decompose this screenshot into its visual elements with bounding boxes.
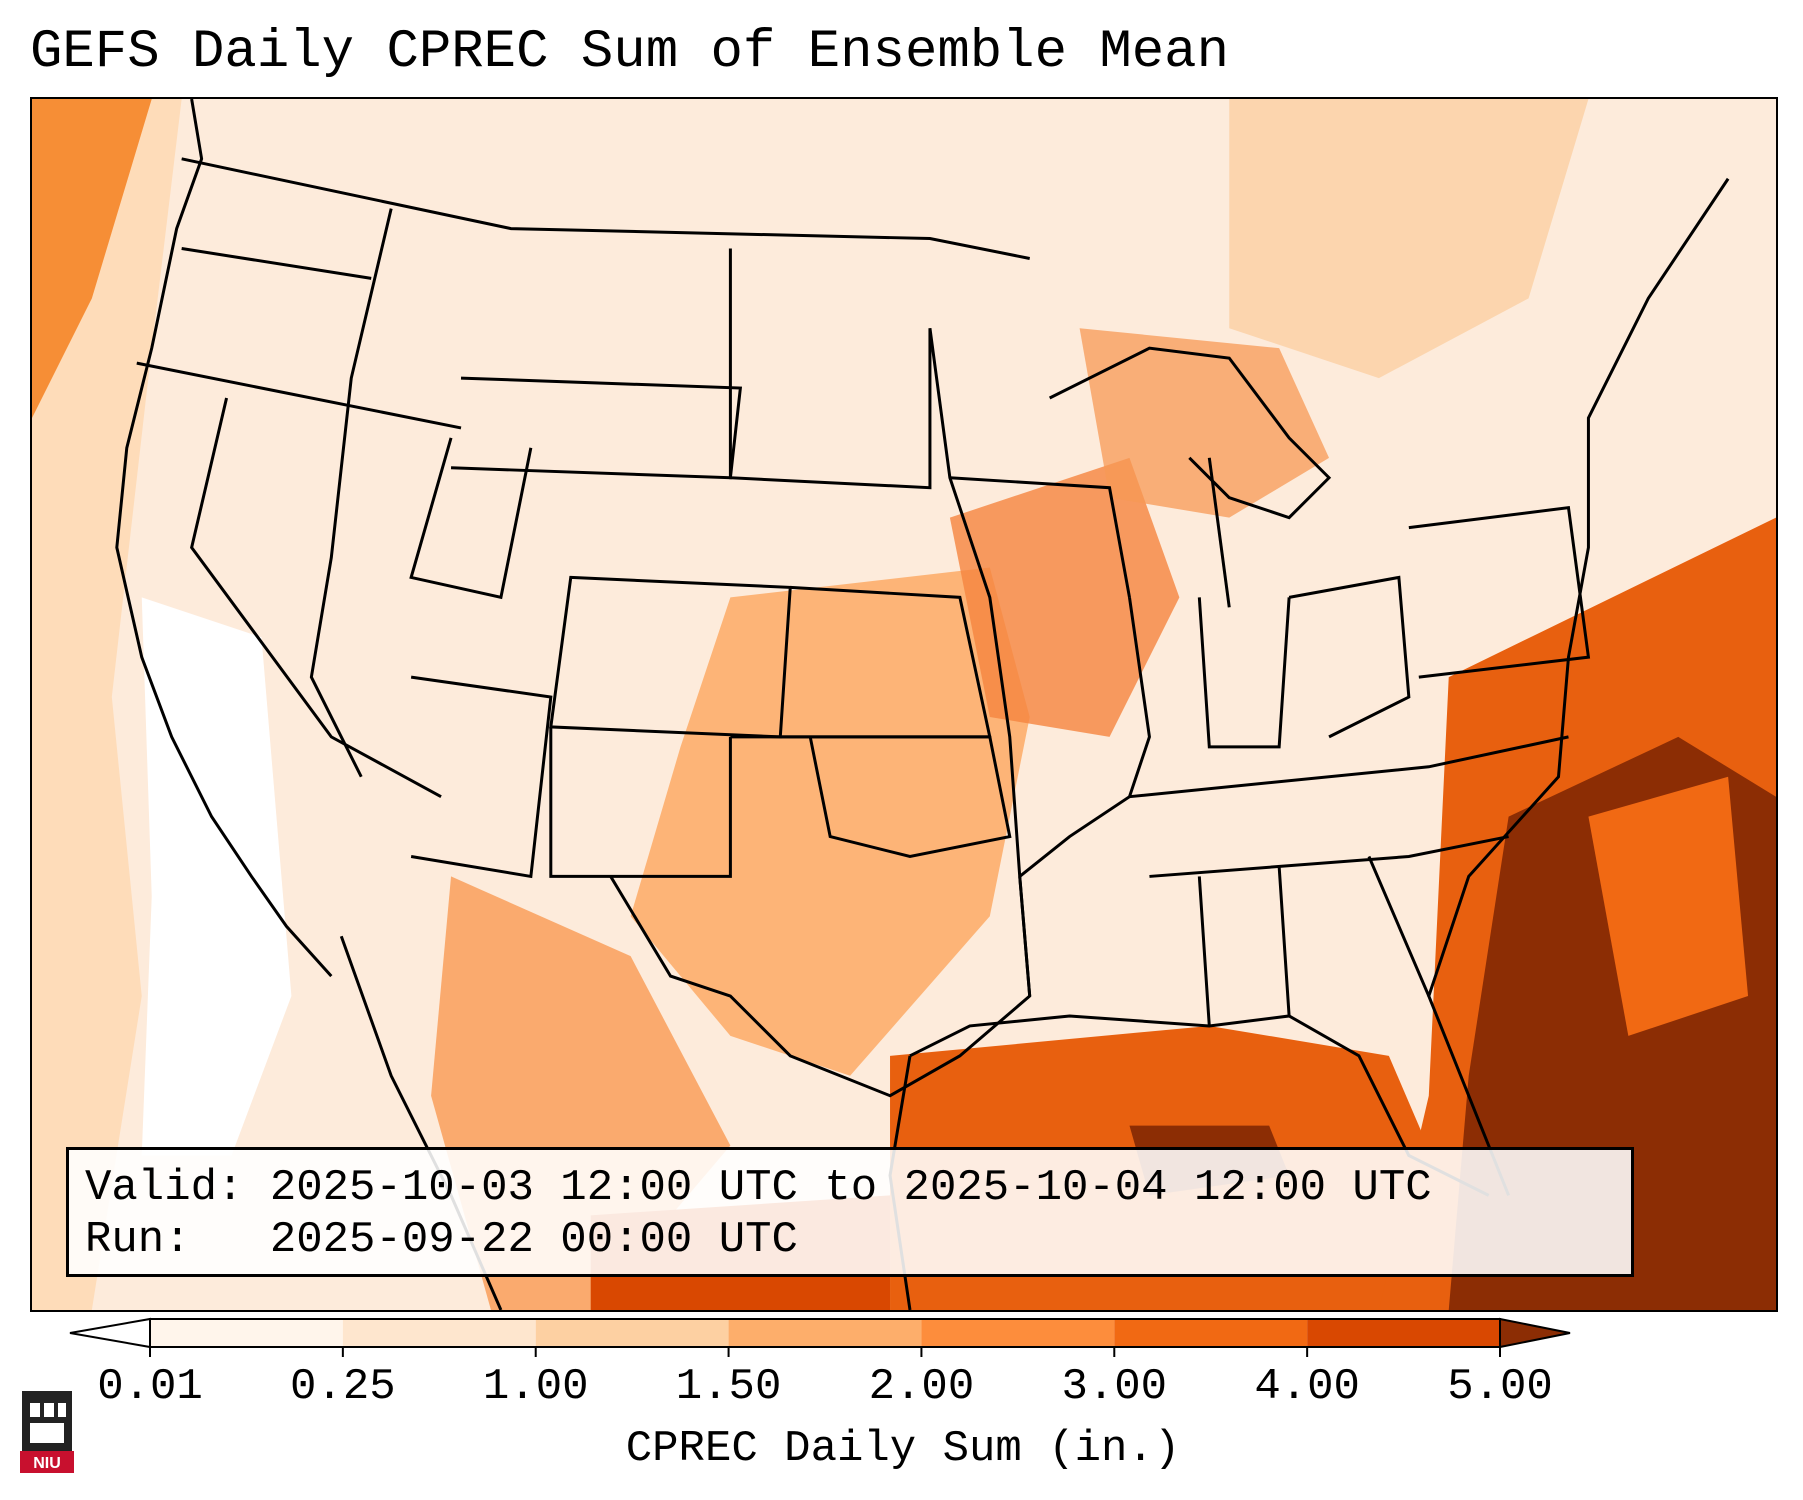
- state-line: [136, 361, 462, 430]
- colorbar-tick-label: 1.50: [675, 1362, 782, 1412]
- pacific-shade: [32, 99, 182, 1310]
- map-panel: [30, 97, 1778, 1312]
- state-line: [949, 476, 1131, 598]
- canada-border: [181, 157, 1031, 260]
- east-coast-line: [1427, 177, 1730, 1196]
- nw-pacific-shade: [32, 99, 152, 418]
- atlantic-band-shade: [1588, 776, 1749, 1036]
- state-line: [181, 247, 372, 280]
- run-label: Run:: [85, 1215, 191, 1265]
- state-line: [1408, 505, 1591, 679]
- colorbar-outline: [149, 1318, 1501, 1348]
- state-line: [410, 675, 553, 879]
- colorbar-segment: [342, 1319, 536, 1347]
- state-line: [728, 248, 932, 490]
- state-line: [1288, 575, 1411, 739]
- colorbar-tick-label: 5.00: [1447, 1362, 1553, 1412]
- state-line: [1197, 855, 1431, 1027]
- colorbar-segment: [1114, 1319, 1308, 1347]
- niu-logo: NIU: [20, 1391, 74, 1473]
- colorbar-tick-label: 1.00: [482, 1362, 589, 1412]
- colorbar-label: CPREC Daily Sum (in.): [625, 1424, 1181, 1474]
- colorbar-segment: [921, 1319, 1115, 1347]
- valid-value: 2025-10-03 12:00 UTC to 2025-10-04 12:00…: [269, 1163, 1432, 1213]
- colorbar-tick-label: 2.00: [868, 1362, 975, 1412]
- mississippi-line: [928, 328, 1032, 997]
- valid-run-box: Valid: 2025-10-03 12:00 UTC to 2025-10-0…: [66, 1147, 1634, 1277]
- boundaries: [115, 99, 1730, 1310]
- state-line: [450, 376, 743, 480]
- west-coast-line: [115, 99, 333, 978]
- lake-michigan: [1207, 457, 1231, 608]
- map-title: GEFS Daily CPREC Sum of Ensemble Mean: [30, 22, 1229, 83]
- colorbar-under-arrow: [69, 1317, 151, 1349]
- colorbar-over-arrow: [1499, 1317, 1571, 1349]
- canada-shade: [1229, 99, 1589, 379]
- colorbar-segment: [535, 1319, 729, 1347]
- colorbar-tick-label: 4.00: [1254, 1362, 1360, 1412]
- colorbar: [69, 1317, 1571, 1357]
- colorbar-segment: [728, 1319, 922, 1347]
- state-line: [1149, 835, 1509, 878]
- gulf-coast-line: [909, 1014, 1490, 1197]
- colorbar-segment: [150, 1319, 343, 1347]
- state-line: [549, 726, 732, 878]
- plains-shade: [630, 567, 1030, 1076]
- state-line: [1129, 735, 1569, 799]
- texas-border: [609, 875, 1032, 1098]
- logo-text: NIU: [33, 1455, 61, 1472]
- state-line: [190, 397, 442, 799]
- precip-map: [32, 99, 1776, 1310]
- state-line: [1197, 597, 1291, 749]
- colorbar-segment: [1307, 1319, 1500, 1347]
- state-line: [309, 208, 393, 778]
- state-line: [409, 437, 533, 600]
- logo-badge: [20, 1451, 74, 1473]
- precip-shading: [32, 99, 1776, 1310]
- state-line: [730, 735, 1012, 859]
- great-lakes-shade: [1079, 328, 1330, 518]
- valid-label: Valid:: [85, 1163, 244, 1213]
- run-value: 2025-09-22 00:00 UTC: [269, 1215, 798, 1265]
- colorbar-tick-label: 0.01: [97, 1362, 203, 1412]
- colorbar-tick-label: 3.00: [1061, 1362, 1168, 1412]
- colorbar-tick-label: 0.25: [290, 1362, 396, 1412]
- dry-sw-shade: [141, 597, 292, 1156]
- great-lakes: [1048, 346, 1332, 520]
- midwest-shade: [949, 457, 1180, 737]
